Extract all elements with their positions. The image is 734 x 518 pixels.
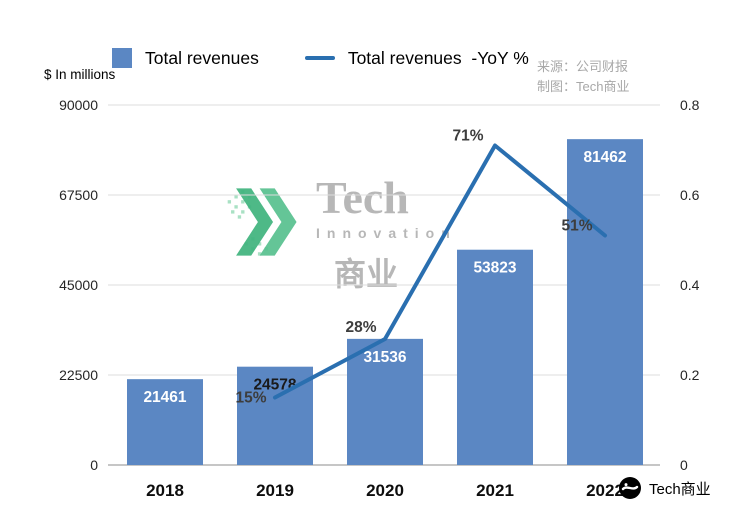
brand-logo-icon <box>619 477 641 499</box>
watermark-subtitle: Innovation <box>316 225 457 241</box>
revenue-bar <box>457 249 533 465</box>
x-axis-label: 2022 <box>586 481 624 500</box>
right-axis-tick: 0.6 <box>680 187 700 203</box>
yoy-label: 51% <box>561 218 592 235</box>
legend-line-label: Total revenues -YoY % <box>347 47 529 68</box>
right-axis-tick: 0.2 <box>680 367 700 383</box>
watermark-title: Tech <box>316 172 409 223</box>
yoy-label: 28% <box>345 319 376 336</box>
left-axis-tick: 22500 <box>59 367 98 383</box>
legend-bar-label: Total revenues <box>145 47 259 68</box>
source-note: 来源：公司财报 制图：Tech商业 <box>537 57 629 97</box>
revenue-bar <box>347 338 423 465</box>
right-axis-tick: 0 <box>680 457 688 473</box>
revenue-bar <box>567 139 643 466</box>
legend-bar-swatch <box>112 48 132 68</box>
right-axis-tick: 0.4 <box>680 277 700 293</box>
x-axis-label: 2021 <box>476 481 514 500</box>
bar-value-label: 21461 <box>143 389 186 406</box>
source-line: 来源：公司财报 <box>537 59 629 74</box>
legend: Total revenues Total revenues -YoY % <box>112 44 529 72</box>
legend-line-swatch <box>304 56 335 60</box>
bar-value-label: 53823 <box>473 260 516 277</box>
bar-value-label: 81462 <box>583 149 626 166</box>
left-axis-tick: 67500 <box>59 187 98 203</box>
watermark-text: Tech Innovation 商业 <box>316 172 457 295</box>
watermark-cjk: 商业 <box>334 256 399 292</box>
yoy-line <box>273 143 607 400</box>
left-axis-tick: 45000 <box>59 277 98 293</box>
footer-brand: Tech商业 <box>618 476 711 500</box>
yoy-label: 15% <box>235 390 266 407</box>
left-axis-tick: 90000 <box>59 97 98 113</box>
yoy-label: 71% <box>452 128 483 145</box>
left-axis-tick: 0 <box>90 457 98 473</box>
watermark: Tech Innovation 商业 <box>226 172 457 295</box>
left-axis-title: $ In millions <box>44 67 116 82</box>
watermark-arrow-icon <box>227 188 297 256</box>
x-axis-label: 2019 <box>256 481 294 500</box>
brand-name: Tech商业 <box>649 480 711 498</box>
x-axis-label: 2018 <box>146 481 184 500</box>
revenue-bar <box>127 379 203 465</box>
bar-value-label: 31536 <box>363 349 406 366</box>
credit-line: 制图：Tech商业 <box>537 79 630 94</box>
x-axis-label: 2020 <box>366 481 404 500</box>
right-axis-tick: 0.8 <box>680 97 700 113</box>
